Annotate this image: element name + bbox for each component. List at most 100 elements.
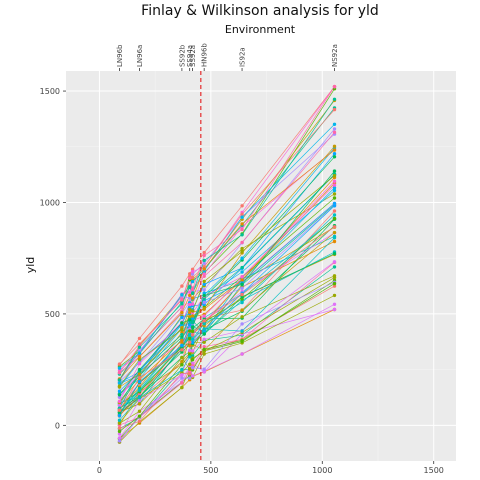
- data-point: [202, 337, 206, 341]
- data-point: [202, 322, 206, 326]
- data-point: [190, 302, 195, 306]
- data-point: [117, 384, 122, 388]
- data-point: [190, 279, 195, 284]
- data-point: [202, 319, 206, 323]
- data-point: [240, 204, 244, 208]
- data-point: [117, 429, 122, 434]
- data-point: [180, 368, 184, 372]
- data-point: [117, 426, 122, 430]
- data-point: [202, 352, 206, 356]
- data-point: [332, 252, 337, 256]
- data-point: [188, 318, 192, 322]
- data-point: [190, 272, 195, 276]
- data-point: [240, 249, 244, 254]
- data-point: [202, 332, 206, 336]
- env-tick-label: HN96b: [201, 43, 209, 67]
- data-point: [188, 314, 192, 319]
- data-point: [332, 127, 337, 131]
- top-axis-title: Environment: [225, 23, 296, 36]
- data-point: [180, 297, 184, 301]
- data-point: [240, 275, 244, 279]
- data-point: [190, 321, 195, 325]
- data-point: [202, 327, 206, 331]
- data-point: [202, 347, 206, 351]
- data-point: [188, 323, 192, 327]
- data-point: [190, 325, 195, 329]
- data-point: [240, 315, 244, 319]
- data-point: [180, 310, 184, 315]
- y-tick-label: 1000: [40, 198, 60, 207]
- data-point: [137, 367, 142, 372]
- data-point: [137, 357, 142, 362]
- data-point: [180, 284, 184, 288]
- series-line: [119, 281, 335, 442]
- env-tick-label: LN96a: [136, 45, 144, 67]
- data-point: [117, 439, 122, 443]
- data-point: [180, 376, 184, 380]
- series-line: [119, 237, 335, 421]
- x-tick-label: 1000: [312, 466, 332, 475]
- data-point: [190, 316, 195, 321]
- data-point: [240, 240, 244, 245]
- data-point: [202, 300, 206, 305]
- data-point: [137, 402, 142, 406]
- data-point: [332, 216, 337, 221]
- data-point: [240, 329, 244, 333]
- data-point: [190, 349, 195, 353]
- data-point: [117, 378, 122, 382]
- data-point: [332, 169, 337, 173]
- x-tick-label: 500: [203, 466, 218, 475]
- data-point: [117, 362, 122, 366]
- data-point: [117, 370, 122, 375]
- data-point: [240, 246, 244, 251]
- y-tick-label: 500: [45, 310, 60, 319]
- data-point: [332, 225, 337, 229]
- data-point: [117, 393, 122, 397]
- env-tick-label: SS92b: [178, 44, 186, 67]
- data-point: [117, 411, 122, 415]
- data-point: [117, 381, 122, 386]
- data-point: [188, 348, 192, 353]
- data-point: [202, 279, 206, 284]
- series-line: [119, 147, 335, 384]
- data-point: [332, 302, 337, 306]
- data-point: [188, 332, 192, 337]
- data-point: [188, 340, 192, 344]
- data-point: [332, 209, 337, 213]
- data-point: [190, 333, 195, 337]
- data-point: [137, 380, 142, 384]
- y-tick-label: 0: [55, 421, 60, 430]
- data-point: [117, 432, 122, 436]
- y-tick-label: 1500: [40, 87, 60, 96]
- data-point: [332, 148, 337, 152]
- data-point: [190, 340, 195, 345]
- data-point: [202, 267, 206, 271]
- env-tick-label: SS94a: [186, 45, 194, 67]
- data-point: [180, 343, 184, 347]
- data-point: [332, 284, 337, 288]
- data-point: [117, 421, 122, 425]
- data-point: [117, 436, 122, 440]
- data-point: [180, 385, 184, 390]
- data-point: [190, 361, 195, 366]
- data-point: [332, 239, 337, 244]
- data-point: [240, 212, 244, 216]
- data-point: [332, 196, 337, 200]
- data-point: [188, 344, 192, 348]
- data-point: [190, 287, 195, 292]
- data-point: [240, 300, 244, 305]
- data-point: [180, 332, 184, 337]
- data-point: [190, 329, 195, 334]
- data-point: [188, 285, 192, 289]
- data-point: [202, 293, 206, 298]
- data-point: [332, 84, 337, 89]
- data-point: [240, 227, 244, 232]
- data-point: [137, 336, 142, 341]
- data-point: [332, 293, 337, 298]
- data-point: [240, 256, 244, 260]
- data-point: [137, 409, 142, 413]
- data-point: [332, 183, 337, 187]
- data-point: [202, 345, 206, 349]
- data-point: [180, 315, 184, 320]
- data-point: [332, 144, 337, 148]
